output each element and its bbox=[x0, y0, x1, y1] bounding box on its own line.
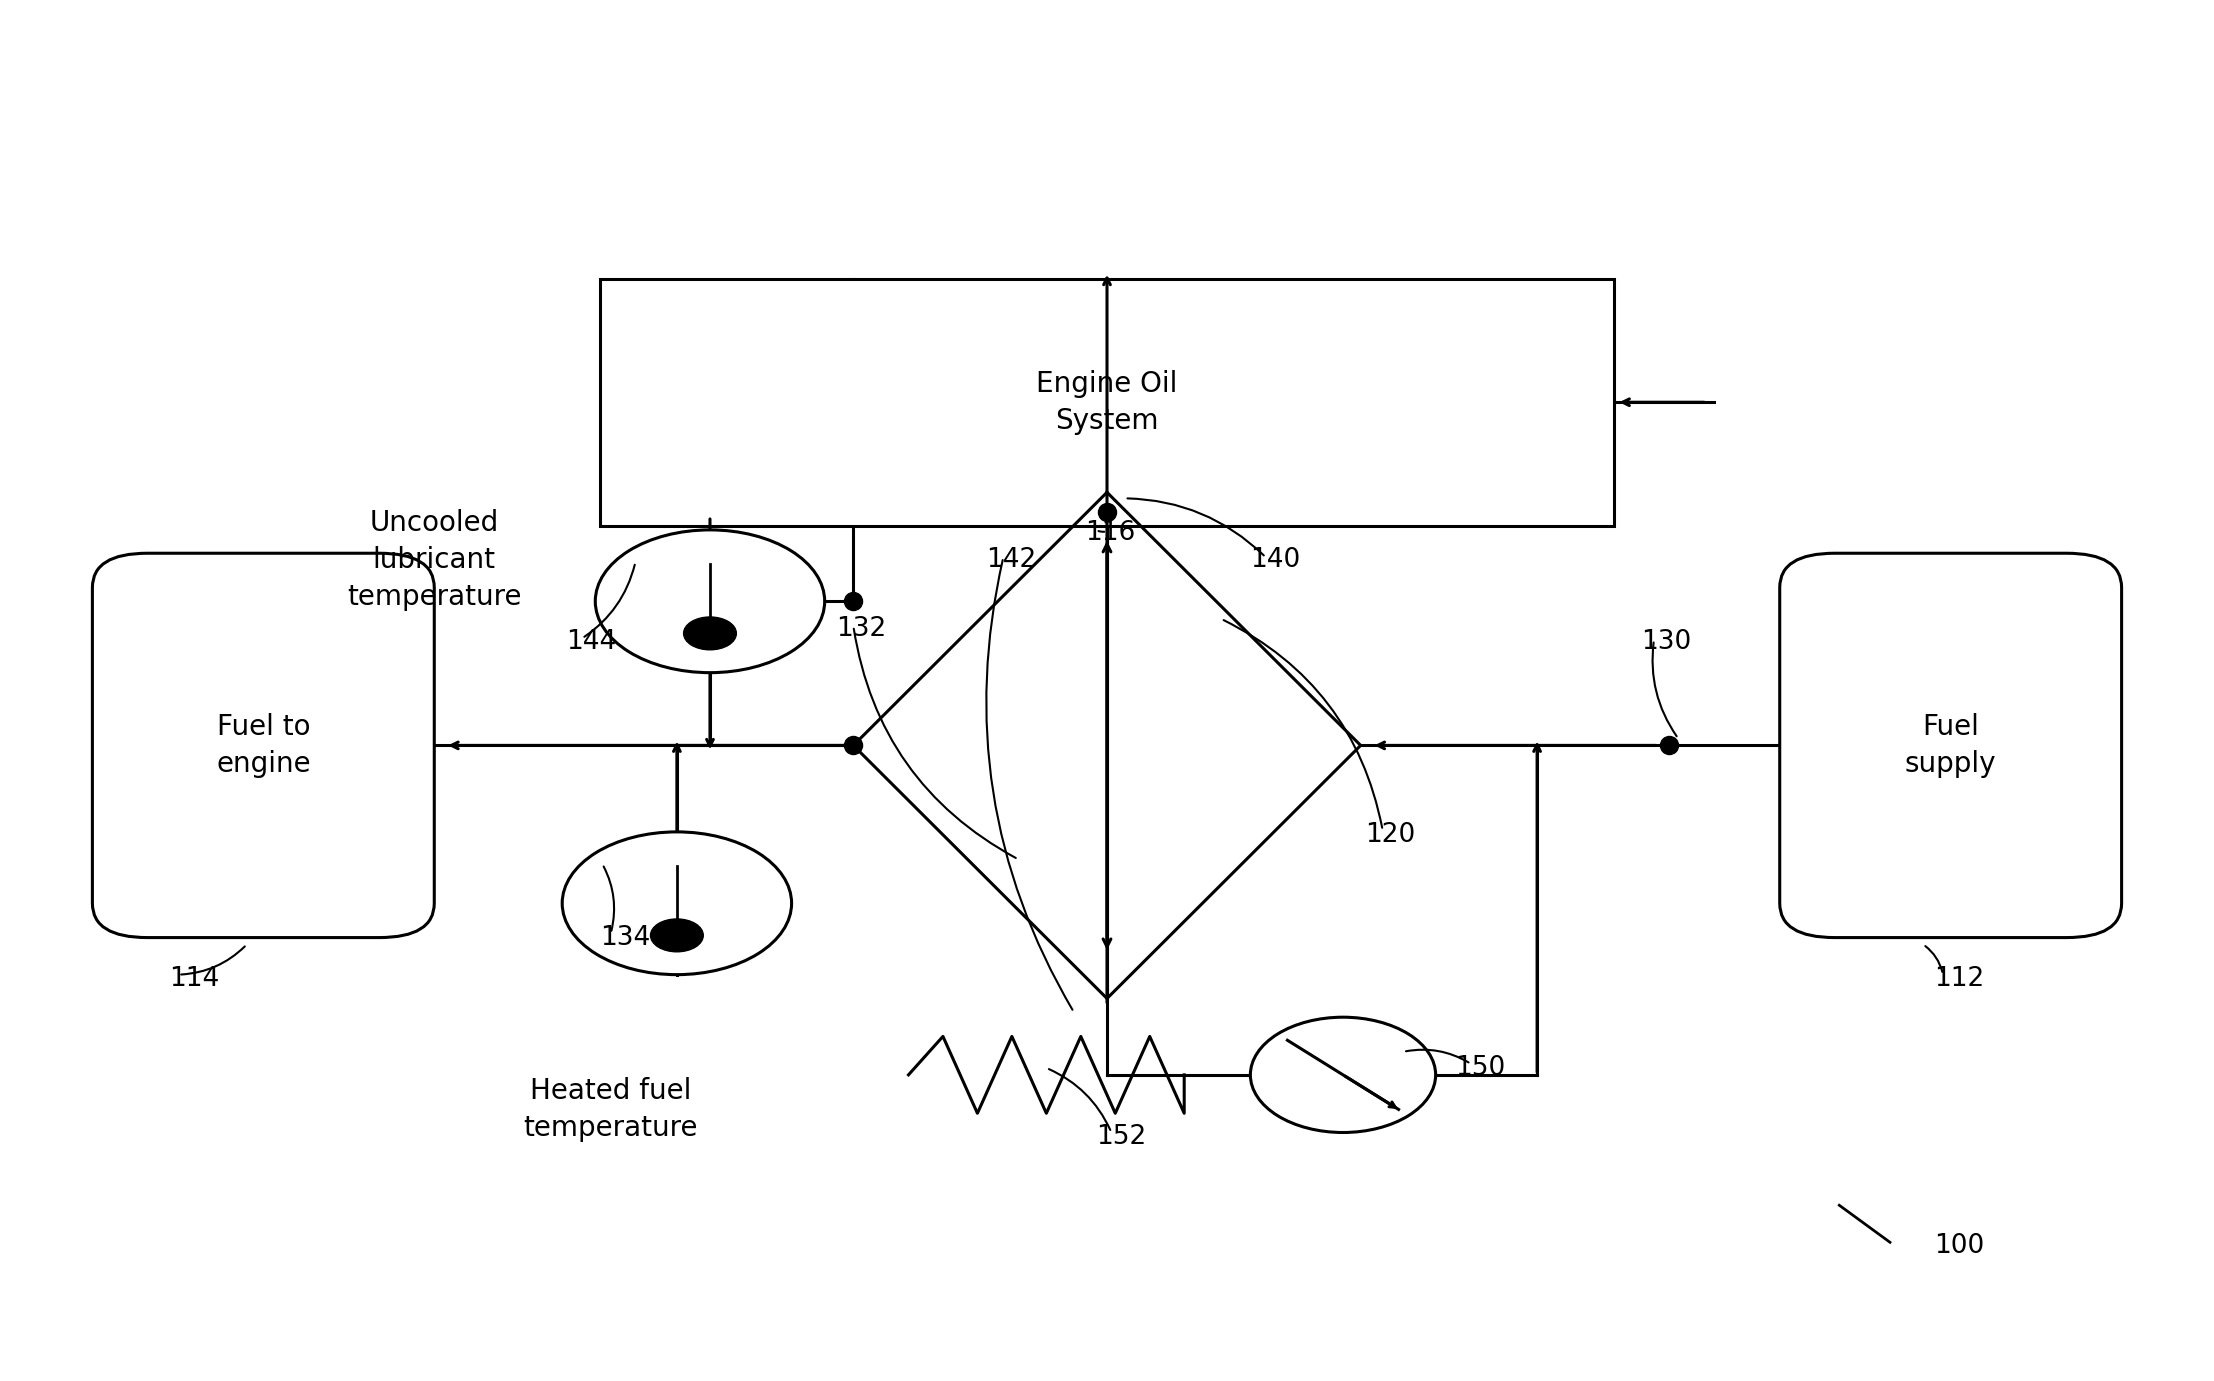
Text: 150: 150 bbox=[1455, 1055, 1506, 1081]
Text: Heated fuel
temperature: Heated fuel temperature bbox=[523, 1077, 697, 1142]
Text: 132: 132 bbox=[835, 616, 886, 642]
Text: Fuel
supply: Fuel supply bbox=[1904, 713, 1997, 778]
Text: 142: 142 bbox=[985, 547, 1036, 573]
Text: 140: 140 bbox=[1251, 547, 1300, 573]
Bar bbox=[600, 279, 1614, 526]
Text: Fuel to
engine: Fuel to engine bbox=[217, 713, 310, 778]
Text: 152: 152 bbox=[1096, 1124, 1147, 1149]
Circle shape bbox=[684, 617, 737, 650]
Text: 112: 112 bbox=[1935, 965, 1984, 992]
FancyBboxPatch shape bbox=[1780, 554, 2121, 938]
Circle shape bbox=[1251, 1018, 1435, 1132]
Text: 134: 134 bbox=[600, 925, 651, 950]
Circle shape bbox=[562, 831, 793, 975]
Text: 130: 130 bbox=[1641, 630, 1691, 656]
Text: 120: 120 bbox=[1366, 822, 1415, 848]
Text: 116: 116 bbox=[1085, 519, 1136, 545]
Text: 144: 144 bbox=[567, 630, 618, 656]
Circle shape bbox=[596, 530, 824, 673]
Text: Uncooled
lubricant
temperature: Uncooled lubricant temperature bbox=[348, 510, 523, 610]
Text: 114: 114 bbox=[170, 965, 219, 992]
FancyBboxPatch shape bbox=[93, 554, 434, 938]
Circle shape bbox=[651, 918, 704, 952]
Text: 100: 100 bbox=[1935, 1233, 1984, 1259]
Text: Engine Oil
System: Engine Oil System bbox=[1036, 370, 1178, 435]
